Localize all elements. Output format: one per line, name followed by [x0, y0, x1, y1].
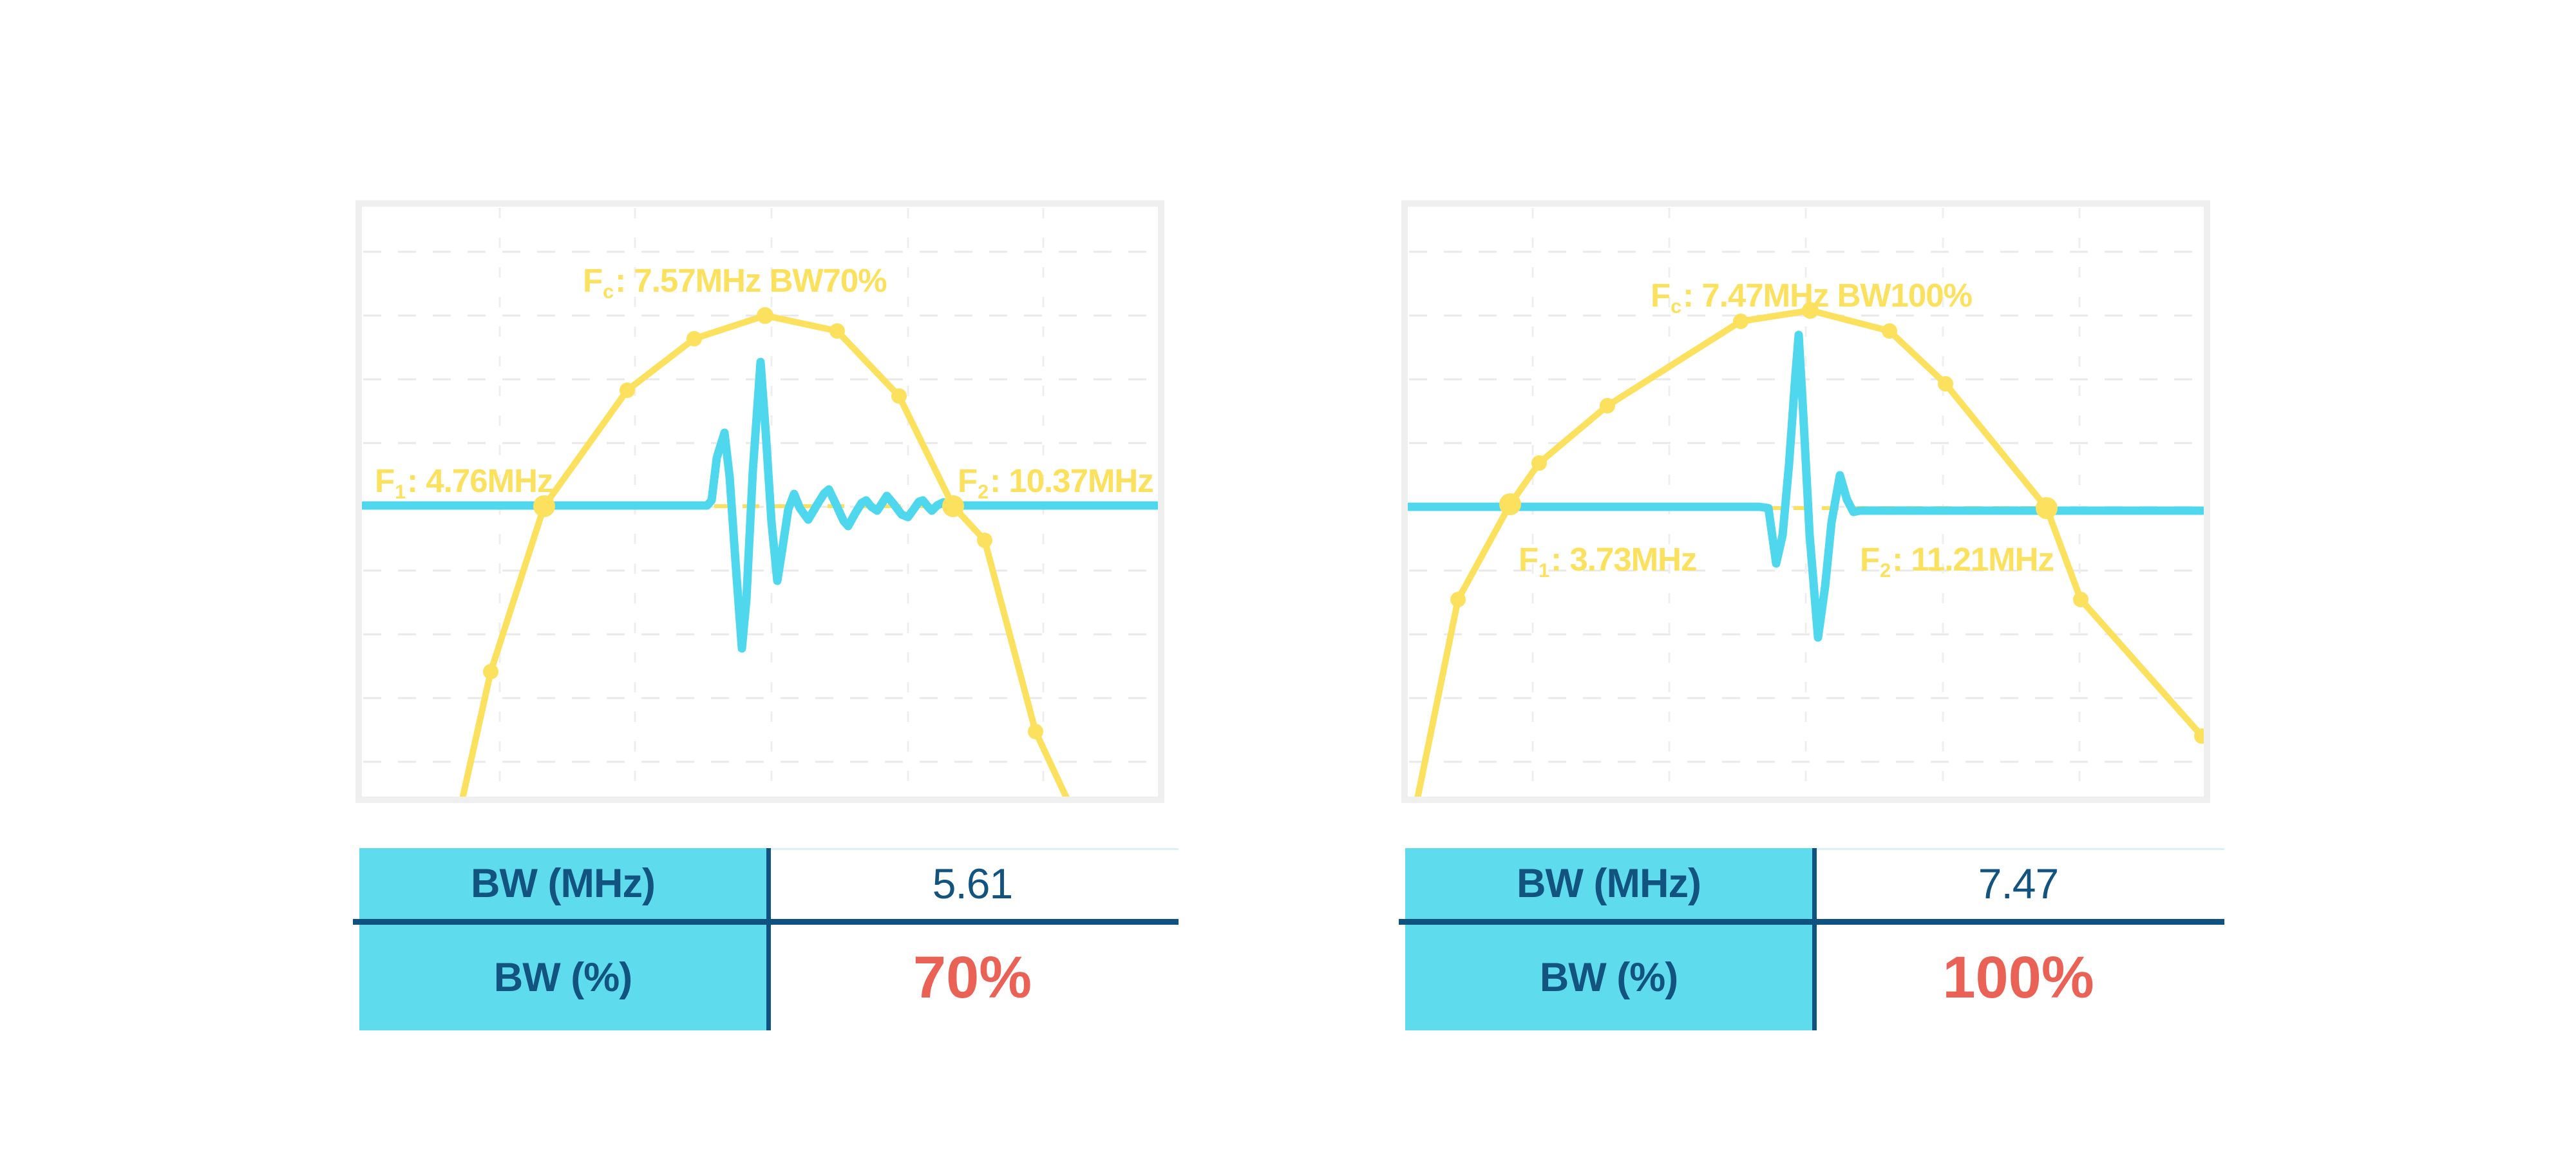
- f1-annotation: F1: 3.73MHz: [1519, 541, 1697, 582]
- table-column-divider: [766, 848, 771, 1030]
- f2-annotation: F2: 11.21MHz: [1860, 541, 2054, 582]
- bw-percent-label-cell: BW (%): [493, 955, 632, 1000]
- fc-label-text: : 7.47MHz BW100%: [1683, 277, 1973, 314]
- f2-label-prefix: F: [1860, 541, 1880, 578]
- bw-mhz-value-cell: 5.61: [932, 860, 1013, 907]
- bw-mhz-label-cell: BW (MHz): [1517, 861, 1701, 906]
- f1-label-text: : 4.76MHz: [407, 462, 553, 499]
- bw-percent-label-cell: BW (%): [1539, 955, 1678, 1000]
- table-row-bw-mhz: BW (MHz) 5.61: [359, 848, 1179, 919]
- table-column-divider: [1812, 848, 1817, 1030]
- table-row-bw-percent: BW (%) 70%: [359, 925, 1179, 1030]
- f2-label-subscript: 2: [1880, 559, 1891, 582]
- bw-mhz-value-cell: 7.47: [1978, 860, 2059, 907]
- table-top-border: [771, 848, 1179, 850]
- fc-annotation: Fc: 7.57MHz BW70%: [583, 262, 887, 303]
- f1-label-prefix: F: [375, 462, 395, 499]
- bw-percent-value-cell: 70%: [913, 944, 1032, 1010]
- bw70-chart-canvas: [355, 200, 1164, 803]
- bw70-chart-panel: Fc: 7.57MHz BW70% F1: 4.76MHz F2: 10.37M…: [355, 200, 1164, 803]
- f1-label-subscript: 1: [395, 480, 406, 503]
- f1-label-prefix: F: [1519, 541, 1539, 578]
- f2-annotation: F2: 10.37MHz: [958, 462, 1154, 503]
- f1-annotation: F1: 4.76MHz: [375, 462, 553, 503]
- fc-label-prefix: F: [583, 262, 603, 299]
- f2-label-text: : 11.21MHz: [1892, 541, 2054, 578]
- fc-label-subscript: c: [603, 280, 614, 303]
- bw100-chart-canvas: [1401, 200, 2210, 803]
- table-label-column-background: [359, 848, 766, 1030]
- table-row-bw-percent: BW (%) 100%: [1405, 925, 2224, 1030]
- table-row-bw-mhz: BW (MHz) 7.47: [1405, 848, 2224, 919]
- bw-percent-value-cell: 100%: [1942, 944, 2094, 1010]
- table-row-divider: [353, 919, 1179, 925]
- table-row-divider: [1399, 919, 2224, 925]
- f2-label-prefix: F: [958, 462, 978, 499]
- table-top-border: [1817, 848, 2224, 850]
- bw-mhz-label-cell: BW (MHz): [471, 861, 656, 906]
- f2-label-text: : 10.37MHz: [990, 462, 1154, 499]
- bw100-summary-table: BW (MHz) 7.47 BW (%) 100%: [1399, 848, 2224, 1030]
- fc-label-prefix: F: [1651, 277, 1671, 314]
- f1-label-text: : 3.73MHz: [1551, 541, 1697, 578]
- fc-annotation: Fc: 7.47MHz BW100%: [1651, 277, 1973, 317]
- fc-label-text: : 7.57MHz BW70%: [615, 262, 887, 299]
- bw70-summary-table: BW (MHz) 5.61 BW (%) 70%: [353, 848, 1179, 1030]
- f1-label-subscript: 1: [1539, 559, 1549, 582]
- f2-label-subscript: 2: [978, 480, 989, 503]
- table-label-column-background: [1405, 848, 1812, 1030]
- fc-label-subscript: c: [1671, 295, 1681, 317]
- bw100-chart-panel: Fc: 7.47MHz BW100% F1: 3.73MHz F2: 11.21…: [1401, 200, 2210, 803]
